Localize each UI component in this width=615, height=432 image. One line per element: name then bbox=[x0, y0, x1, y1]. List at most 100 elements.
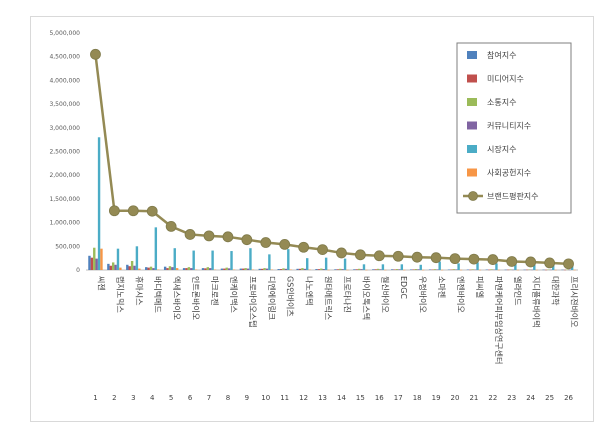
bar-5-11 bbox=[287, 249, 290, 270]
x-category-label: 대한과학 bbox=[551, 276, 561, 306]
bar-5-8 bbox=[230, 251, 233, 270]
bar-6-5 bbox=[175, 268, 179, 270]
bar-1-8 bbox=[220, 268, 224, 270]
y-tick-label: 2,500,000 bbox=[49, 149, 80, 156]
bar-4-11 bbox=[284, 268, 288, 270]
bar-6-26 bbox=[573, 269, 576, 271]
x-category-label: 엑세스바이오 bbox=[172, 276, 182, 320]
bar-1-21 bbox=[466, 269, 470, 271]
bar-3-25 bbox=[547, 269, 550, 271]
x-rank-label: 1 bbox=[93, 394, 97, 402]
legend-swatch bbox=[467, 145, 477, 153]
bar-5-15 bbox=[362, 264, 366, 270]
bar-4-16 bbox=[379, 269, 382, 270]
bar-3-21 bbox=[471, 269, 474, 270]
bar-3-18 bbox=[414, 269, 418, 270]
bar-3-4 bbox=[149, 266, 153, 270]
bar-3-6 bbox=[187, 267, 191, 270]
bar-5-9 bbox=[249, 248, 252, 270]
line-point-3 bbox=[127, 205, 139, 217]
bar-3-22 bbox=[490, 269, 493, 270]
bar-1-25 bbox=[542, 269, 545, 271]
bar-6-2 bbox=[119, 267, 122, 270]
bar-1-9 bbox=[239, 268, 243, 270]
bar-2-14 bbox=[336, 269, 340, 270]
bar-6-24 bbox=[535, 269, 538, 271]
x-category-label: 프로바이오스텝 bbox=[248, 276, 258, 328]
bar-3-14 bbox=[339, 268, 342, 270]
bar-1-15 bbox=[353, 269, 356, 270]
bar-6-11 bbox=[289, 269, 292, 271]
x-category-label: 프로타나진 bbox=[342, 276, 352, 313]
bar-3-3 bbox=[130, 260, 134, 270]
bar-2-19 bbox=[431, 269, 434, 271]
bar-3-5 bbox=[168, 266, 172, 270]
bar-1-10 bbox=[258, 268, 261, 270]
x-category-label: 랩지노믹스 bbox=[115, 276, 125, 313]
line-point-13 bbox=[317, 244, 328, 256]
bar-5-12 bbox=[306, 258, 309, 270]
bar-2-17 bbox=[393, 269, 396, 270]
bar-6-15 bbox=[365, 269, 368, 271]
bar-6-18 bbox=[421, 269, 425, 271]
bar-4-6 bbox=[190, 268, 193, 270]
bar-2-1 bbox=[90, 257, 94, 270]
line-point-4 bbox=[146, 205, 158, 217]
y-tick-label: 2,000,000 bbox=[49, 172, 80, 179]
bar-6-1 bbox=[100, 248, 103, 270]
bar-2-15 bbox=[355, 269, 358, 270]
bar-4-5 bbox=[171, 267, 174, 270]
bar-5-21 bbox=[476, 262, 479, 270]
bar-2-23 bbox=[506, 269, 510, 271]
bar-3-9 bbox=[244, 268, 247, 270]
bar-2-24 bbox=[525, 269, 529, 271]
x-category-label: 소마젠 bbox=[437, 276, 446, 298]
bar-4-9 bbox=[246, 268, 250, 270]
x-rank-label: 6 bbox=[188, 394, 193, 402]
bar-2-12 bbox=[298, 268, 302, 270]
bar-1-1 bbox=[88, 255, 91, 270]
line-point-11 bbox=[279, 239, 291, 250]
line-point-18 bbox=[411, 251, 423, 263]
y-tick-label: 3,000,000 bbox=[49, 125, 80, 132]
line-point-10 bbox=[260, 237, 272, 248]
bar-3-10 bbox=[263, 268, 266, 270]
bar-2-4 bbox=[147, 267, 150, 270]
bar-1-4 bbox=[145, 267, 148, 270]
bar-4-2 bbox=[114, 264, 117, 270]
x-category-label: 프리시젼바이오 bbox=[570, 276, 580, 328]
bar-1-2 bbox=[107, 263, 110, 270]
bar-5-13 bbox=[324, 257, 328, 270]
legend-marker-swatch bbox=[468, 191, 478, 201]
x-rank-label: 20 bbox=[451, 394, 460, 402]
line-point-24 bbox=[525, 256, 537, 268]
bar-5-7 bbox=[211, 250, 214, 270]
line-point-16 bbox=[373, 250, 385, 262]
bar-4-13 bbox=[322, 269, 325, 270]
x-rank-label: 14 bbox=[337, 394, 346, 402]
bar-4-18 bbox=[417, 269, 420, 270]
bar-5-25 bbox=[552, 264, 555, 270]
bar-1-11 bbox=[277, 269, 280, 270]
legend-swatch bbox=[467, 121, 477, 130]
bar-3-17 bbox=[395, 269, 399, 270]
line-point-25 bbox=[544, 257, 556, 269]
legend-swatch bbox=[467, 51, 477, 59]
x-rank-label: 4 bbox=[150, 394, 155, 402]
bar-1-12 bbox=[296, 268, 299, 270]
x-category-label: 월신바이오 bbox=[380, 276, 390, 313]
x-rank-label: 2 bbox=[112, 394, 116, 402]
bar-6-10 bbox=[270, 269, 273, 271]
bar-4-20 bbox=[455, 269, 458, 270]
line-point-8 bbox=[222, 231, 234, 243]
bar-6-13 bbox=[327, 269, 330, 271]
x-category-label: EDGC bbox=[399, 276, 408, 299]
bar-3-1 bbox=[93, 247, 96, 270]
line-point-17 bbox=[392, 250, 404, 262]
legend-label: 미디어지수 bbox=[487, 74, 524, 84]
x-rank-label: 26 bbox=[564, 394, 573, 402]
bar-6-14 bbox=[346, 269, 349, 271]
bar-3-23 bbox=[509, 269, 512, 270]
legend-label: 소통지수 bbox=[487, 98, 516, 107]
bar-3-20 bbox=[452, 269, 455, 270]
